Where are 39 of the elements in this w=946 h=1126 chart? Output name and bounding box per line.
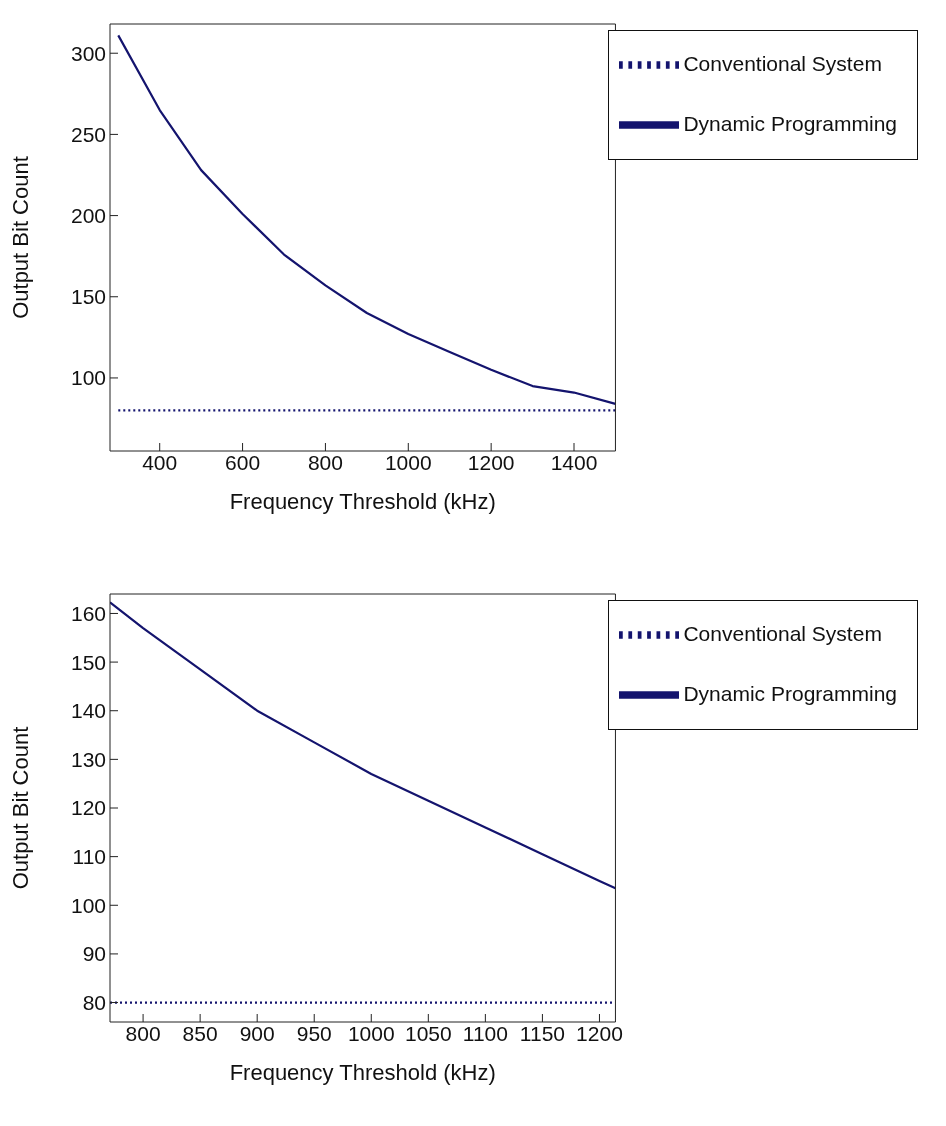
x-tick-label: 1200	[467, 450, 515, 474]
x-tick-label: 400	[142, 450, 178, 474]
y-axis-title: Output Bit Count	[7, 156, 33, 319]
y-tick-label: 140	[70, 699, 106, 723]
x-tick-label: 1000	[347, 1021, 395, 1045]
y-tick-label: 160	[70, 601, 106, 625]
y-tick-label: 130	[70, 747, 106, 771]
x-tick-label: 1200	[576, 1021, 623, 1045]
y-tick-label: 80	[82, 991, 106, 1014]
x-tick-label: 900	[239, 1021, 275, 1045]
x-tick-label: 1050	[404, 1021, 452, 1045]
y-tick-label: 110	[72, 845, 106, 869]
y-tick-label: 200	[70, 204, 106, 228]
x-axis-title: Frequency Threshold (kHz)	[229, 1060, 496, 1085]
x-tick-label: 1150	[519, 1021, 565, 1045]
legend-label: Dynamic Programming	[683, 681, 897, 705]
y-tick-label: 120	[70, 796, 106, 820]
y-tick-label: 150	[70, 650, 106, 674]
x-tick-label: 1400	[550, 450, 598, 474]
legend-label: Conventional System	[683, 51, 882, 75]
x-axis-title: Frequency Threshold (kHz)	[229, 489, 496, 514]
legend-label: Dynamic Programming	[683, 111, 897, 135]
x-tick-label: 850	[182, 1021, 218, 1045]
y-tick-label: 250	[70, 122, 106, 146]
x-tick-label: 950	[296, 1021, 332, 1045]
y-axis-title: Output Bit Count	[7, 726, 33, 890]
line-series	[117, 34, 616, 406]
y-tick-label: 100	[70, 366, 106, 390]
x-tick-label: 1100	[462, 1021, 508, 1045]
y-tick-label: 90	[82, 942, 106, 966]
x-tick-label: 800	[125, 1021, 161, 1045]
x-tick-label: 1000	[384, 450, 432, 474]
legend-label: Conventional System	[683, 621, 882, 645]
line-series	[110, 601, 616, 890]
x-tick-label: 600	[225, 450, 261, 474]
y-tick-label: 150	[70, 285, 106, 309]
x-tick-label: 800	[307, 450, 343, 474]
y-tick-label: 300	[70, 41, 106, 65]
y-tick-label: 100	[70, 893, 106, 917]
